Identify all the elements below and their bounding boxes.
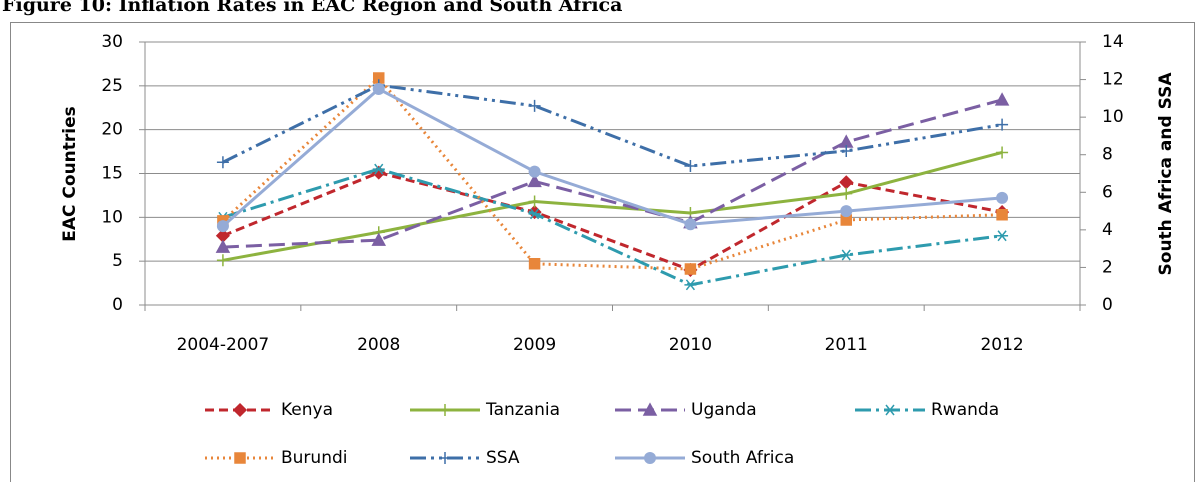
data-point [840,144,853,157]
data-point [373,72,385,84]
series-line [222,151,1003,262]
legend-marker [642,402,658,416]
data-point [684,263,697,275]
y2-tick-label: 4 [1102,220,1113,240]
y2-tick-label: 8 [1102,145,1113,165]
chart-title: Figure 10: Inflation Rates in EAC Region… [2,0,622,16]
legend-label: Burundi [281,448,348,468]
legend-marker [439,404,451,416]
data-point [996,230,1009,242]
y-tick-label: 0 [112,295,123,315]
legend-marker [439,452,451,464]
y-tick-label: 25 [101,76,123,96]
y2-tick-label: 6 [1102,182,1113,202]
y-tick-label: 15 [101,164,123,184]
data-point [528,195,541,208]
y2-tick-label: 10 [1102,107,1124,127]
series-line [221,87,1003,228]
data-point [684,279,697,291]
series-line [222,171,1003,272]
y2-tick-label: 14 [1102,32,1124,52]
data-point [996,146,1009,159]
y-tick-label: 10 [101,207,123,227]
series-line [221,75,1003,271]
series-line [222,167,1003,287]
y-axis-title: EAC Countries [60,106,80,242]
x-tick-label: 2010 [669,335,712,355]
data-point [372,82,385,95]
y-tick-label: 5 [112,251,123,271]
data-point [840,205,853,218]
legend-label: Tanzania [485,400,560,420]
legend-label: Kenya [281,400,333,420]
y2-tick-label: 2 [1102,257,1113,277]
data-point [528,208,541,220]
x-tick-label: 2004-2007 [177,335,270,355]
data-point [840,187,853,200]
y2-tick-label: 0 [1102,295,1113,315]
series-line [222,83,1003,168]
y-tick-label: 20 [101,120,123,140]
chart-frame [10,22,1195,482]
data-point [994,92,1010,106]
legend-label: SSA [486,448,520,468]
x-tick-label: 2009 [513,335,556,355]
legend-marker [234,452,246,464]
x-tick-label: 2012 [980,335,1023,355]
data-point [372,163,385,175]
data-point [996,208,1008,221]
data-point [684,218,697,231]
data-point [996,191,1009,204]
data-point [528,258,541,270]
legend-label: South Africa [691,448,794,468]
x-tick-label: 2008 [357,335,400,355]
data-point [528,99,541,112]
y2-axis-title: South Africa and SSA [1156,72,1176,276]
legend-marker [644,452,656,464]
data-point [216,156,229,169]
y-tick-label: 30 [101,32,123,52]
data-point [216,220,229,233]
data-point [840,249,853,261]
data-point [996,118,1009,131]
x-tick-label: 2011 [825,335,868,355]
data-point [371,232,387,246]
series-line [222,98,1003,249]
legend-marker [884,404,896,416]
data-point [528,165,541,178]
y2-tick-label: 12 [1102,70,1124,90]
legend-label: Uganda [691,400,757,420]
data-point [839,175,854,190]
legend-label: Rwanda [931,400,999,420]
data-point [527,173,542,188]
data-point [215,239,231,253]
data-point [684,159,697,172]
legend-marker [232,402,248,418]
data-point [216,254,229,267]
